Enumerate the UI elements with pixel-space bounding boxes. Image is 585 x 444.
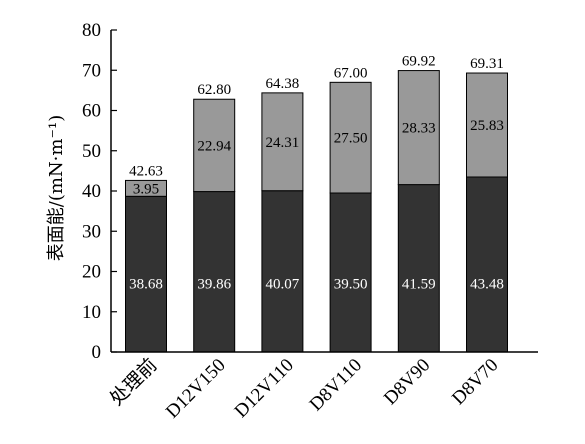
total-value-label: 64.38 [266,76,300,92]
bar-bottom-segment [193,191,236,353]
top-segment-value-label: 24.31 [266,135,300,151]
bar-bottom-segment [125,195,167,353]
bar-top-segment [329,81,372,194]
bottom-value-label: 38.68 [129,277,163,293]
y-tick-label: 60 [82,101,101,122]
bars: 38.68 3.95 42.63 39.86 22.94 62.80 40.07 24.31 6… [125,54,508,353]
y-tick-label: 70 [82,60,101,81]
y-tick-label: 30 [82,221,101,242]
top-segment-value-label: 3.95 [133,181,159,197]
top-segment-value-label: 27.50 [334,131,368,147]
x-category-label: D8V70 [448,355,502,409]
top-segment-value-label: 25.83 [470,118,504,134]
y-tick-label: 40 [82,181,101,202]
bar-bottom-segment [329,192,372,353]
bottom-value-label: 43.48 [470,277,504,293]
bottom-value-label: 39.50 [334,277,368,293]
y-tick-label: 80 [82,20,101,41]
bottom-value-label: 41.59 [402,277,436,293]
top-segment-value-label: 22.94 [197,138,231,154]
total-value-label: 62.80 [197,82,231,98]
y-axis-label-group: 表面能/(mN·m⁻¹) [46,115,67,261]
bar-bottom-segment [466,176,508,353]
y-axis-label: 表面能/(mN·m⁻¹) [46,115,67,261]
y-tick-label: 10 [82,302,101,323]
bottom-value-label: 40.07 [266,277,300,293]
total-value-label: 69.31 [470,56,504,72]
bar-bottom-segment [261,190,304,353]
bar-top-segment [466,72,508,178]
total-value-label: 67.00 [334,65,368,81]
x-category-label: D12V110 [231,355,298,422]
total-value-label: 69.92 [402,54,436,70]
x-category-label: 处理前 [106,354,162,410]
bottom-value-label: 39.86 [197,277,231,293]
bar-top-segment [193,98,236,193]
bar-top-segment [397,70,440,186]
total-value-label: 42.63 [129,163,163,179]
y-tick-label: 20 [82,262,101,283]
bar-top-segment [125,179,167,197]
top-segment-value-label: 28.33 [402,121,436,137]
y-tick-label: 0 [92,342,102,363]
bar-top-segment [261,92,304,192]
y-axis-ticks: 0 10 20 30 40 50 60 70 80 [82,20,117,363]
x-category-label: D8V90 [380,355,434,409]
x-category-label: D12V150 [162,355,230,423]
y-tick-label: 50 [82,141,101,162]
x-category-label: D8V110 [306,355,367,416]
x-axis-categories: 处理前 D12V150 D12V110 D8V110 D8V90 D8V70 [106,354,503,423]
bar-bottom-segment [397,184,440,353]
